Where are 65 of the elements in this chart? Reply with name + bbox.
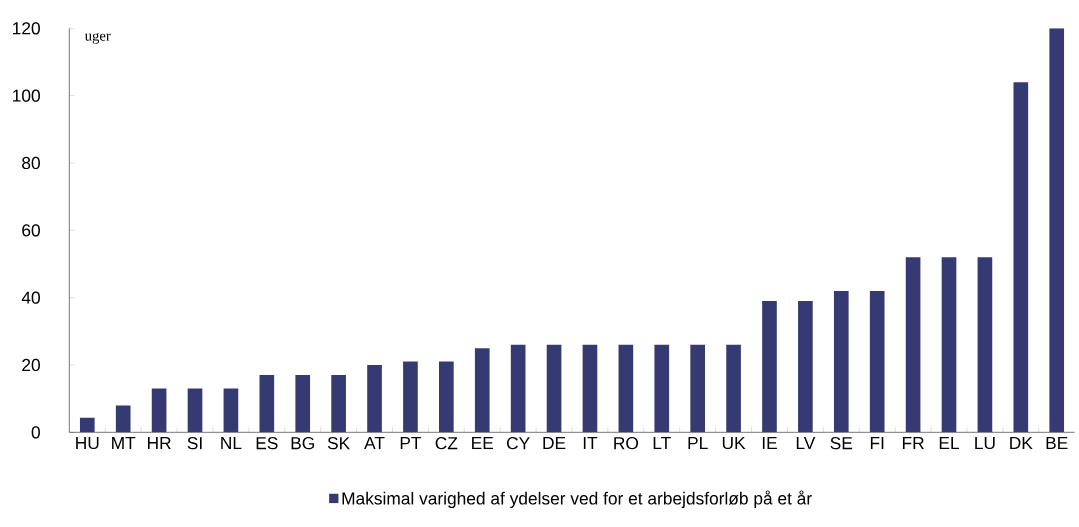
x-tick-label: RO (614, 437, 639, 450)
bar (187, 388, 203, 433)
bar (510, 344, 526, 433)
x-tick-label: IT (583, 437, 598, 449)
bar (1013, 82, 1029, 433)
y-tick-label: 40 (21, 291, 40, 304)
x-tick-label: EE (472, 437, 494, 449)
x-tick-label: FR (902, 437, 924, 449)
bar (1049, 28, 1065, 433)
bar (654, 344, 670, 433)
bar (762, 301, 777, 433)
x-tick-label: ES (256, 437, 278, 450)
y-tick-label: 120 (13, 22, 40, 35)
y-axis-title: uger (84, 33, 111, 44)
x-tick-label: EL (939, 437, 960, 449)
x-tick-label: HU (76, 437, 99, 450)
x-tick-label: AT (364, 437, 385, 449)
bar (726, 344, 741, 433)
bar (115, 405, 131, 433)
x-tick-label: LT (653, 437, 671, 449)
legend-label: Maksimal varighed af ydelser ved for et arbejdsforløb på et år (342, 490, 812, 509)
x-tick-label: PL (688, 437, 708, 449)
bar (546, 344, 562, 433)
bar (690, 344, 705, 433)
x-tick-label: MT (112, 437, 136, 449)
bar (474, 348, 490, 433)
y-tick-label: 80 (22, 156, 40, 170)
bar (223, 388, 239, 433)
x-tick-label: CZ (435, 437, 458, 450)
x-tick-label: CY (506, 437, 530, 450)
bar (869, 290, 885, 433)
bar (367, 364, 382, 433)
x-tick-label: BE (1046, 437, 1068, 449)
x-tick-label: HR (148, 437, 171, 449)
x-tick-label: UK (722, 437, 746, 450)
x-tick-label: IE (762, 437, 777, 449)
x-tick-label: NL (221, 437, 242, 449)
x-tick-label: SK (327, 437, 350, 450)
bar (331, 375, 346, 433)
x-tick-label: FI (870, 437, 884, 449)
bar (618, 344, 634, 433)
y-tick-label: 100 (13, 89, 40, 102)
x-tick-label: LV (796, 437, 816, 449)
y-tick-label: 0 (31, 426, 40, 439)
bar (295, 375, 311, 433)
bar (905, 257, 921, 433)
bar (798, 301, 813, 433)
bar (833, 290, 849, 433)
bar (439, 361, 454, 433)
y-tick-label: 20 (22, 358, 40, 372)
x-tick-label: BG (291, 437, 314, 450)
x-tick-label: SI (187, 437, 202, 450)
bar (941, 257, 957, 433)
x-tick-label: LU (975, 437, 995, 450)
bar (977, 257, 993, 433)
bar (259, 375, 275, 433)
x-tick-label: DK (1010, 437, 1033, 449)
bar (151, 388, 167, 433)
x-tick-label: SE (830, 437, 853, 450)
x-tick-label: PT (400, 437, 422, 449)
y-tick-label: 60 (22, 224, 40, 237)
bar (403, 361, 418, 433)
bar (582, 344, 598, 433)
x-tick-label: DE (543, 437, 566, 449)
bar (79, 417, 95, 433)
